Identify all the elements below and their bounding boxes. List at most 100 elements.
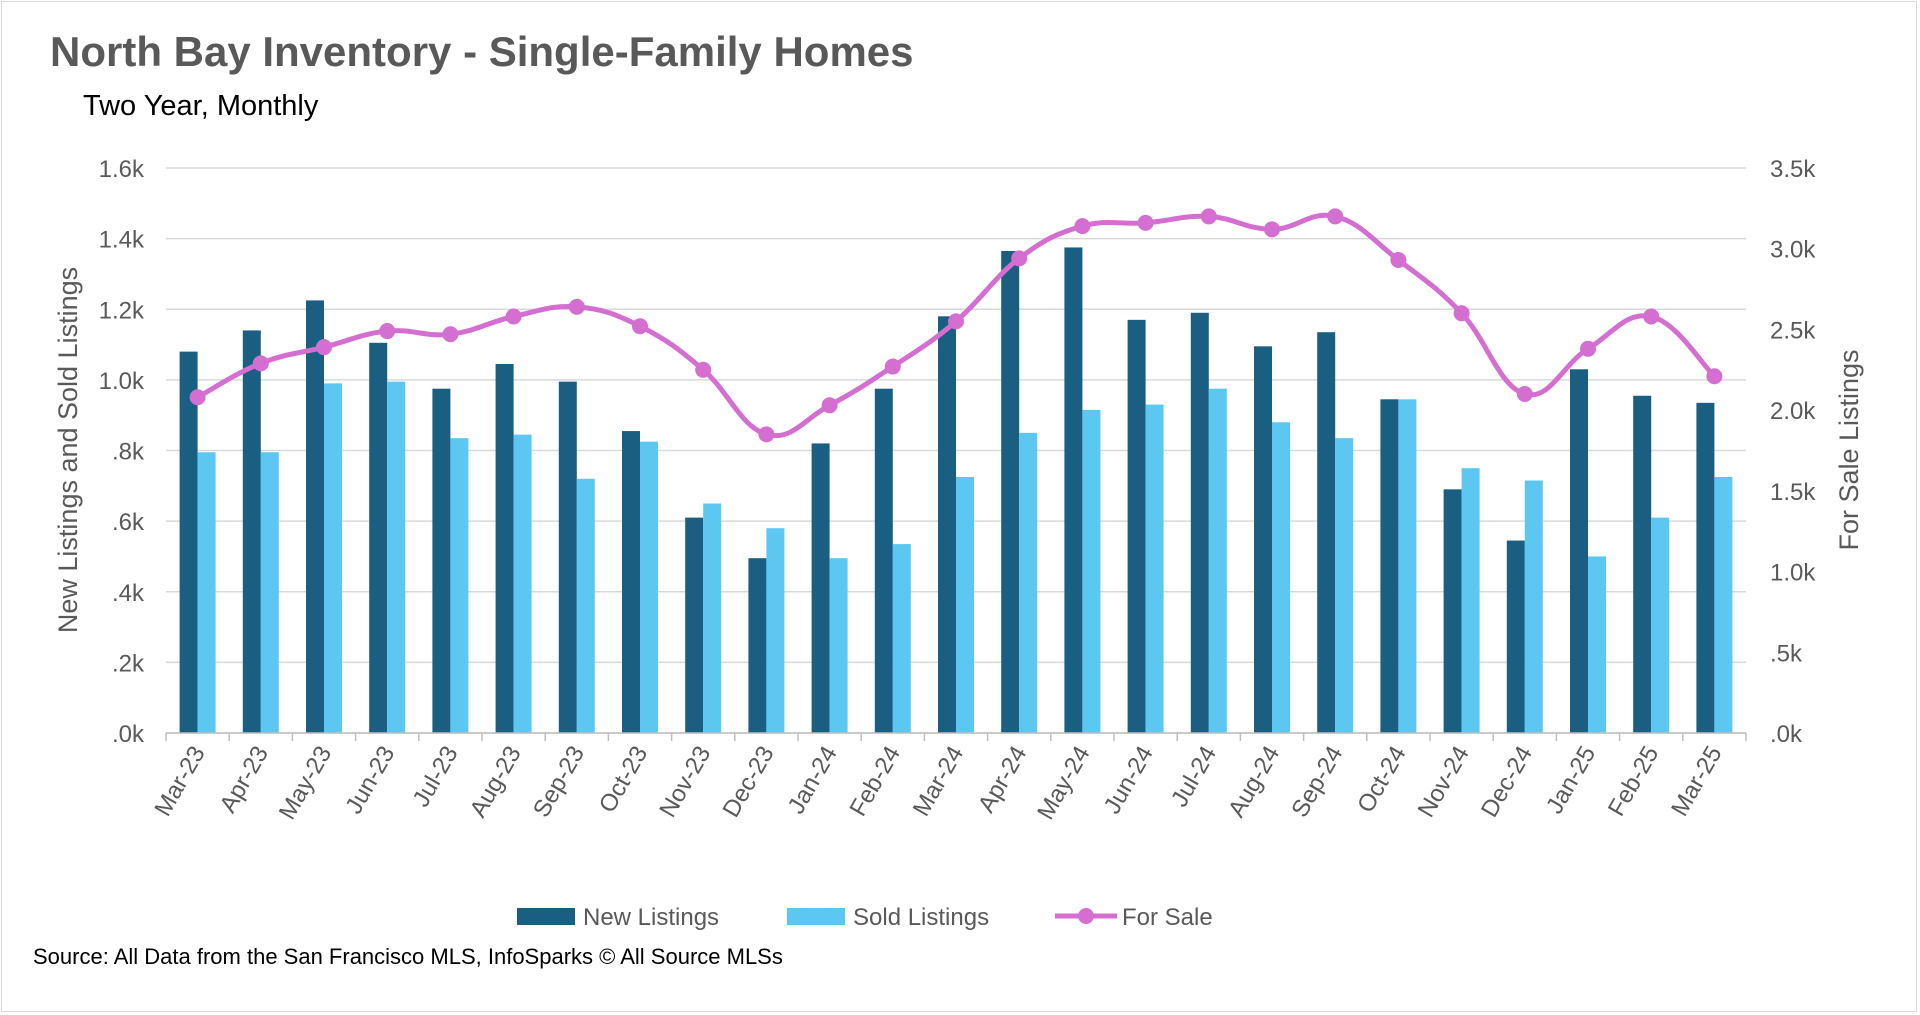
y-left-tick-label: .4k <box>112 580 145 607</box>
x-tick-label: Jun-24 <box>1099 742 1159 819</box>
legend-label: Sold Listings <box>853 904 989 931</box>
y-left-tick-label: 1.6k <box>99 156 145 183</box>
point-for-sale <box>821 397 838 414</box>
point-for-sale <box>1706 368 1723 385</box>
point-for-sale <box>1390 252 1407 269</box>
y-axis-right-title: For Sale Listings <box>1834 349 1864 550</box>
bar-sold-listings <box>1398 399 1417 733</box>
legend-swatch <box>517 908 575 925</box>
bar-new-listings <box>1001 250 1020 733</box>
bar-new-listings <box>1506 540 1525 733</box>
x-tick-label: Sep-24 <box>1286 742 1348 823</box>
point-for-sale <box>1327 208 1344 225</box>
bar-sold-listings <box>260 452 279 733</box>
y-left-tick-label: .0k <box>112 721 145 748</box>
bar-sold-listings <box>703 503 722 733</box>
bar-new-listings <box>685 517 704 733</box>
point-for-sale <box>1643 308 1660 325</box>
chart-subtitle: Two Year, Monthly <box>83 90 319 122</box>
bar-sold-listings <box>324 383 342 733</box>
bar-new-listings <box>242 330 261 733</box>
point-for-sale <box>1453 305 1470 322</box>
bar-new-listings <box>622 431 640 733</box>
bar-sold-listings <box>956 476 974 733</box>
y-right-tick-label: 3.0k <box>1770 237 1816 264</box>
bar-new-listings <box>558 381 577 733</box>
bar-sold-listings <box>1524 480 1543 733</box>
bar-series <box>179 247 1733 733</box>
point-for-sale <box>316 339 332 356</box>
bar-sold-listings <box>1145 404 1164 733</box>
chart-source-note: Source: All Data from the San Francisco … <box>33 944 783 969</box>
x-tick-label: Jan-24 <box>783 742 843 819</box>
point-for-sale <box>1074 218 1091 235</box>
y-right-tick-label: .0k <box>1770 721 1803 748</box>
bar-sold-listings <box>1651 517 1670 733</box>
bar-sold-listings <box>640 441 658 733</box>
bar-new-listings <box>495 363 514 733</box>
y-right-tick-label: 1.0k <box>1770 560 1816 587</box>
bar-new-listings <box>1127 319 1146 733</box>
bar-sold-listings <box>513 434 532 733</box>
bar-new-listings <box>1633 395 1652 733</box>
x-tick-label: Jan-25 <box>1541 742 1601 819</box>
bar-new-listings <box>748 558 767 733</box>
point-for-sale <box>1516 386 1533 402</box>
bar-sold-listings <box>1714 476 1733 733</box>
point-for-sale <box>695 361 712 378</box>
bar-sold-listings <box>1588 556 1606 733</box>
bar-new-listings <box>811 443 830 733</box>
bar-sold-listings <box>576 478 595 733</box>
bar-sold-listings <box>1019 432 1038 733</box>
y-right-tick-label: 3.5k <box>1770 156 1816 183</box>
x-tick-label: Aug-23 <box>465 742 527 823</box>
bar-sold-listings <box>197 452 216 733</box>
point-for-sale <box>884 358 901 375</box>
x-tick-label: Jul-23 <box>408 742 464 812</box>
x-tick-label: Feb-24 <box>845 742 906 821</box>
bar-new-listings <box>179 351 198 733</box>
point-for-sale <box>189 389 206 406</box>
point-for-sale <box>948 313 964 330</box>
point-for-sale <box>505 308 522 325</box>
bar-new-listings <box>1317 332 1336 733</box>
legend-new-listings: New Listings <box>517 904 719 931</box>
point-for-sale <box>1011 250 1028 267</box>
x-tick-label: Feb-25 <box>1603 742 1664 821</box>
y-axis-left-title: New Listings and Sold Listings <box>53 267 83 633</box>
bar-new-listings <box>938 316 956 733</box>
bar-new-listings <box>369 342 388 733</box>
legend-label: New Listings <box>583 904 719 931</box>
y-right-tick-label: 2.0k <box>1770 398 1816 425</box>
legend: New Listings Sold Listings For Sale <box>517 904 1213 931</box>
bar-sold-listings <box>1461 468 1480 733</box>
bar-sold-listings <box>387 381 406 733</box>
bar-new-listings <box>1190 312 1209 733</box>
x-tick-label: Dec-23 <box>718 742 780 823</box>
x-tick-label: Jul-24 <box>1166 742 1222 812</box>
y-right-tick-label: 2.5k <box>1770 317 1816 344</box>
bar-new-listings <box>1696 402 1715 733</box>
point-for-sale <box>1137 214 1154 231</box>
point-for-sale <box>1264 221 1280 238</box>
chart-title: North Bay Inventory - Single-Family Home… <box>50 28 914 75</box>
x-tick-label: May-23 <box>274 742 337 825</box>
bar-new-listings <box>1254 346 1272 733</box>
point-for-sale <box>379 323 396 340</box>
bar-sold-listings <box>829 558 848 733</box>
bar-sold-listings <box>1208 388 1227 733</box>
legend-swatch <box>787 908 845 925</box>
x-tick-label: Sep-23 <box>528 742 590 823</box>
bar-sold-listings <box>450 438 469 733</box>
point-for-sale <box>568 298 585 315</box>
y-left-tick-label: 1.0k <box>99 368 145 395</box>
x-tick-label: Apr-24 <box>973 742 1032 818</box>
y-right-tick-label: .5k <box>1770 640 1803 667</box>
x-tick-label: Jun-23 <box>340 742 400 819</box>
legend-swatch-marker <box>1078 908 1094 924</box>
line-series <box>189 208 1723 443</box>
x-tick-label: Nov-24 <box>1413 742 1475 823</box>
x-tick-label: Oct-23 <box>594 742 653 818</box>
bar-sold-listings <box>766 528 785 733</box>
